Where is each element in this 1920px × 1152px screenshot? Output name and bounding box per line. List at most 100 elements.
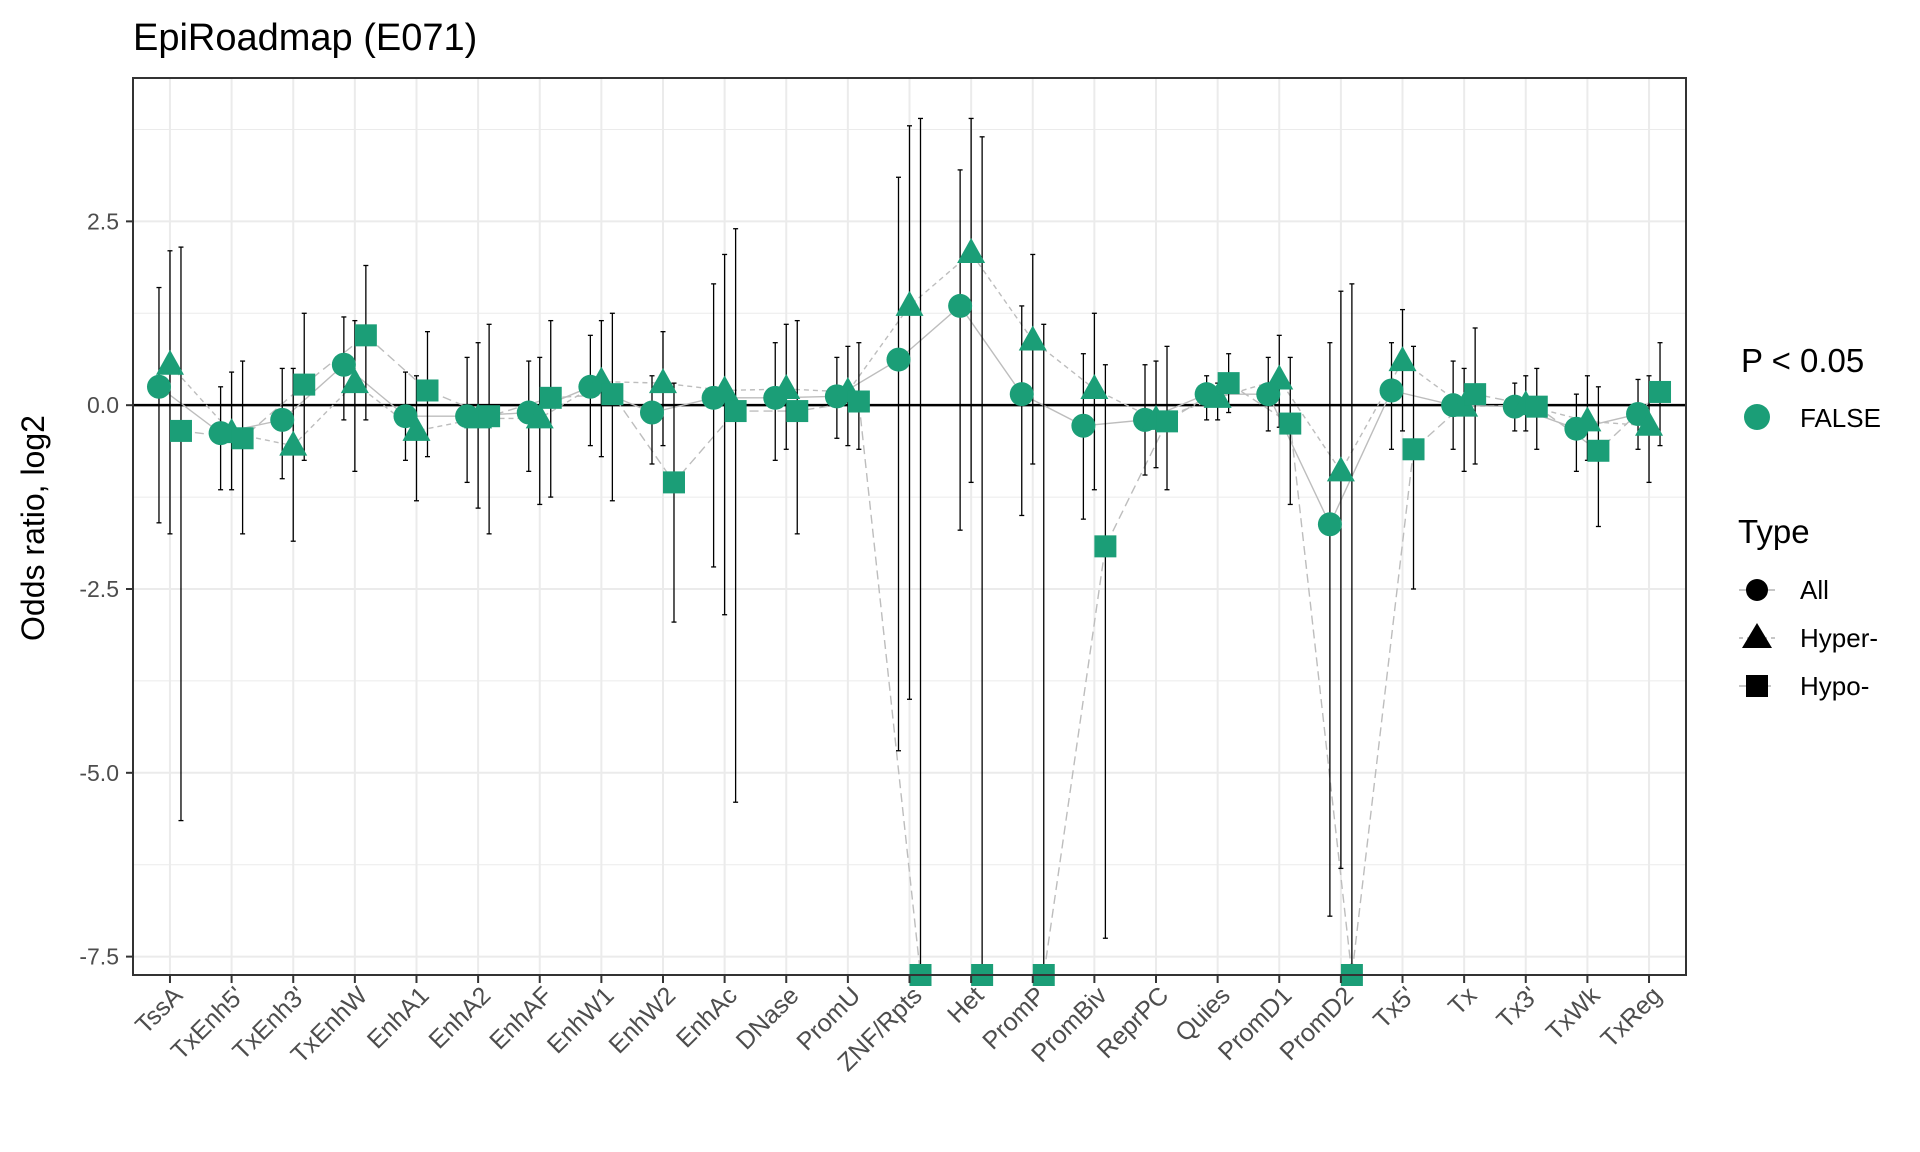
legend-hypo-marker <box>1746 675 1768 697</box>
data-point-hyper <box>1388 346 1417 372</box>
data-point-all <box>1009 382 1034 407</box>
error-bar <box>486 323 492 535</box>
chart-title: EpiRoadmap (E071) <box>133 17 477 59</box>
error-bar <box>156 286 162 524</box>
y-axis-title: Odds ratio, log2 <box>15 415 51 641</box>
data-point-hypo <box>1217 372 1240 395</box>
x-tick-label: Het <box>942 981 989 1028</box>
data-point-hyper <box>340 368 369 394</box>
legend-all-key <box>1739 579 1775 601</box>
error-bar <box>907 125 912 700</box>
y-tick-label: -5.0 <box>79 760 119 786</box>
data-point-all <box>331 352 356 377</box>
data-point-hyper <box>1635 410 1664 436</box>
data-point-hyper <box>710 375 739 401</box>
data-point-hypo <box>1156 410 1179 433</box>
error-bar <box>1327 342 1333 917</box>
error-bar <box>1338 290 1344 870</box>
data-point-hypo <box>662 471 685 494</box>
error-bar <box>1030 253 1036 465</box>
error-bar <box>722 253 728 616</box>
data-point-hypo <box>1402 438 1425 461</box>
data-point-hypo <box>293 373 316 396</box>
data-point-hyper <box>772 374 801 400</box>
data-point-hypo <box>1464 383 1487 406</box>
data-point-all <box>1379 378 1404 403</box>
data-point-hypo <box>539 386 562 409</box>
legend-all-label: All <box>1800 575 1829 605</box>
legend-type-title: Type <box>1738 513 1810 550</box>
error-bar <box>1091 312 1097 491</box>
data-point-hypo <box>601 383 624 406</box>
legend-hyper-key <box>1739 623 1775 648</box>
data-point-hyper <box>1573 406 1602 432</box>
x-tick-label: DNase <box>731 981 805 1055</box>
data-point-all <box>639 400 664 425</box>
data-point-hyper <box>279 430 308 456</box>
error-bar <box>968 117 974 484</box>
error-bar <box>1019 305 1025 517</box>
x-tick-label: EnhAc <box>671 981 743 1053</box>
legend-false-marker <box>1744 404 1770 430</box>
error-bar <box>918 117 923 976</box>
x-tick-label: Tx3' <box>1491 981 1544 1034</box>
y-tick-label: -7.5 <box>79 944 119 970</box>
data-points <box>146 237 1672 986</box>
error-bar <box>1349 283 1355 976</box>
x-tick-label: EnhW1 <box>542 981 620 1059</box>
error-bar <box>548 319 554 498</box>
data-point-hypo <box>847 390 870 413</box>
data-point-hyper <box>1326 456 1355 482</box>
data-point-hyper <box>648 368 677 394</box>
data-point-hypo <box>416 379 439 402</box>
data-point-all <box>146 374 171 399</box>
legend-all-marker <box>1746 579 1768 601</box>
error-bar <box>609 312 615 502</box>
data-point-hypo <box>354 324 377 347</box>
data-point-hyper <box>957 237 986 263</box>
data-point-hypo <box>231 427 254 450</box>
data-point-hypo <box>478 405 501 428</box>
data-point-hyper <box>895 290 924 316</box>
error-bar <box>1411 345 1417 590</box>
error-bar <box>1102 364 1108 939</box>
data-point-hypo <box>724 400 747 423</box>
legend: P < 0.05 FALSE Type All Hyper- Hypo- <box>1738 342 1881 701</box>
y-tick-label: 2.5 <box>87 208 119 234</box>
data-point-hyper <box>1080 374 1109 400</box>
data-point-all <box>1071 413 1096 438</box>
data-point-all <box>270 407 295 432</box>
x-axis: TssATxEnh5'TxEnh3'TxEnhWEnhA1EnhA2EnhAFE… <box>130 975 1667 1077</box>
x-tick-label: TxReg <box>1595 981 1667 1053</box>
data-point-hyper <box>1265 364 1294 390</box>
data-point-hyper <box>1203 382 1232 408</box>
data-point-hypo <box>1094 535 1117 558</box>
legend-hypo-key <box>1739 675 1775 697</box>
data-point-hypo <box>786 400 809 423</box>
data-point-all <box>948 293 973 318</box>
error-bar <box>733 228 739 803</box>
y-tick-label: 0.0 <box>87 392 119 418</box>
data-point-all <box>1317 512 1342 537</box>
y-tick-label: -2.5 <box>79 576 119 602</box>
data-point-hypo <box>1649 380 1672 403</box>
error-bar <box>537 356 543 506</box>
x-tick-label: EnhA1 <box>362 981 435 1054</box>
data-point-hyper <box>402 415 431 441</box>
data-point-all <box>886 347 911 372</box>
x-tick-label: EnhW2 <box>603 981 681 1059</box>
x-tick-label: Tx5' <box>1368 981 1421 1034</box>
data-point-hypo <box>169 419 192 442</box>
legend-hyper-marker <box>1742 623 1772 648</box>
error-bar <box>711 283 717 568</box>
error-bar <box>794 319 800 535</box>
data-point-hyper <box>525 403 554 429</box>
legend-hyper-label: Hyper- <box>1800 623 1878 653</box>
data-point-all <box>393 404 418 429</box>
legend-hypo-label: Hypo- <box>1800 671 1869 701</box>
error-bar <box>957 169 963 531</box>
data-point-hyper <box>155 349 184 375</box>
error-bar <box>896 176 901 752</box>
